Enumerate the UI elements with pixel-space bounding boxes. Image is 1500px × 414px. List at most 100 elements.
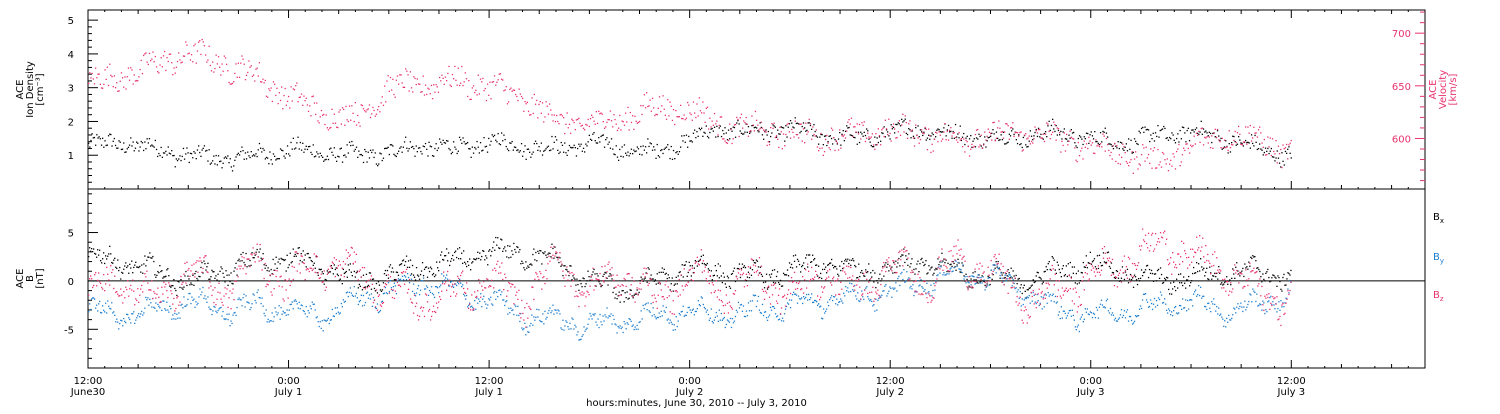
density-point	[431, 146, 432, 147]
velocity-point	[936, 132, 937, 133]
by-point	[1099, 307, 1100, 308]
by-point	[1002, 278, 1003, 279]
density-point	[218, 155, 219, 156]
bx-point	[1261, 281, 1262, 282]
by-point	[1265, 309, 1266, 310]
velocity-point	[1085, 147, 1086, 148]
velocity-point	[1092, 142, 1093, 143]
velocity-point	[747, 124, 748, 125]
density-point	[183, 148, 184, 149]
by-point	[562, 320, 563, 321]
bx-point	[623, 290, 624, 291]
by-point	[1098, 318, 1099, 319]
bz-point	[96, 285, 97, 286]
bx-point	[1158, 269, 1159, 270]
density-point	[1060, 131, 1061, 132]
bx-point	[450, 261, 451, 262]
by-point	[1156, 300, 1157, 301]
bx-point	[647, 282, 648, 283]
bx-point	[671, 283, 672, 284]
velocity-point	[1129, 162, 1130, 163]
by-point	[648, 302, 649, 303]
bx-point	[493, 241, 494, 242]
density-point	[619, 149, 620, 150]
velocity-point	[929, 135, 930, 136]
density-point	[517, 149, 518, 150]
bx-point	[354, 271, 355, 272]
velocity-point	[142, 73, 143, 74]
by-point	[1017, 291, 1018, 292]
by-point	[789, 299, 790, 300]
velocity-point	[343, 109, 344, 110]
bz-point	[235, 281, 236, 282]
bx-point	[294, 256, 295, 257]
density-point	[1164, 128, 1165, 129]
density-point	[176, 158, 177, 159]
velocity-point	[1125, 152, 1126, 153]
velocity-point	[727, 143, 728, 144]
bx-point	[944, 262, 945, 263]
bx-point	[1062, 268, 1063, 269]
bx-point	[260, 248, 261, 249]
bx-point	[1041, 278, 1042, 279]
velocity-point	[328, 129, 329, 130]
by-point	[1184, 307, 1185, 308]
velocity-point	[905, 115, 906, 116]
density-point	[289, 155, 290, 156]
by-point	[365, 302, 366, 303]
velocity-point	[324, 124, 325, 125]
velocity-point	[290, 86, 291, 87]
density-point	[182, 156, 183, 157]
by-point	[277, 314, 278, 315]
by-point	[903, 269, 904, 270]
bx-point	[292, 261, 293, 262]
density-point	[1195, 129, 1196, 130]
density-point	[685, 142, 686, 143]
by-point	[453, 287, 454, 288]
velocity-point	[527, 102, 528, 103]
by-point	[834, 296, 835, 297]
bx-point	[910, 263, 911, 264]
velocity-point	[1288, 144, 1289, 145]
by-point	[708, 314, 709, 315]
velocity-point	[95, 68, 96, 69]
bx-point	[514, 249, 515, 250]
density-point	[801, 131, 802, 132]
bz-point	[119, 295, 120, 296]
by-point	[1164, 298, 1165, 299]
velocity-point	[943, 131, 944, 132]
density-point	[887, 131, 888, 132]
density-point	[370, 150, 371, 151]
by-point	[99, 301, 100, 302]
density-point	[729, 138, 730, 139]
density-point	[147, 138, 148, 139]
by-point	[262, 297, 263, 298]
bx-point	[227, 285, 228, 286]
by-point	[1167, 312, 1168, 313]
by-point	[813, 302, 814, 303]
by-point	[1123, 315, 1124, 316]
velocity-point	[714, 113, 715, 114]
by-point	[154, 308, 155, 309]
by-point	[1006, 280, 1007, 281]
bx-point	[574, 279, 575, 280]
by-point	[770, 307, 771, 308]
density-point	[356, 147, 357, 148]
bz-point	[106, 267, 107, 268]
density-point	[984, 136, 985, 137]
density-point	[1225, 140, 1226, 141]
by-point	[1022, 298, 1023, 299]
bx-point	[352, 275, 353, 276]
by-point	[171, 319, 172, 320]
velocity-point	[616, 124, 617, 125]
velocity-point	[121, 72, 122, 73]
bz-point	[283, 298, 284, 299]
bx-point	[1180, 273, 1181, 274]
by-point	[682, 311, 683, 312]
bx-point	[1168, 289, 1169, 290]
by-point	[506, 300, 507, 301]
velocity-point	[476, 94, 477, 95]
velocity-point	[307, 104, 308, 105]
bx-point	[720, 265, 721, 266]
bx-point	[822, 269, 823, 270]
